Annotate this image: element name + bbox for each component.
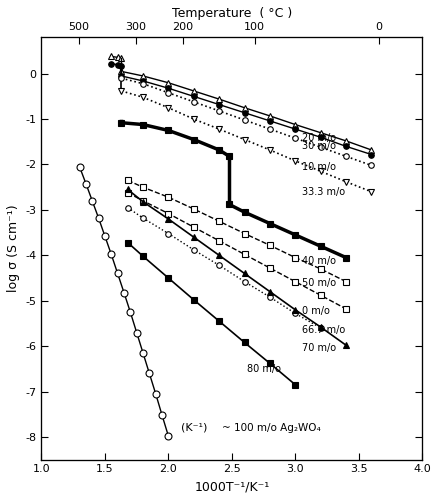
Text: 80 m/o: 80 m/o (247, 364, 281, 374)
Text: 40 m/o: 40 m/o (302, 256, 336, 266)
Text: 0 m/o: 0 m/o (302, 306, 329, 316)
X-axis label: Temperature  ( °C ): Temperature ( °C ) (172, 7, 292, 20)
Text: 50 m/o: 50 m/o (302, 278, 336, 288)
Text: (K⁻¹): (K⁻¹) (181, 423, 208, 433)
Text: 30 m/o: 30 m/o (302, 142, 336, 152)
Text: ~ 100 m/o Ag₂WO₄: ~ 100 m/o Ag₂WO₄ (222, 423, 321, 433)
X-axis label: 1000T⁻¹/K⁻¹: 1000T⁻¹/K⁻¹ (194, 480, 269, 493)
Text: 70 m/o: 70 m/o (302, 344, 336, 353)
Text: 20 m/o: 20 m/o (302, 133, 336, 143)
Text: 66.7 m/o: 66.7 m/o (302, 325, 345, 335)
Y-axis label: log σ (S cm⁻¹): log σ (S cm⁻¹) (7, 204, 20, 292)
Text: 33.3 m/o: 33.3 m/o (302, 186, 345, 196)
Text: 10 m/o: 10 m/o (302, 162, 336, 172)
